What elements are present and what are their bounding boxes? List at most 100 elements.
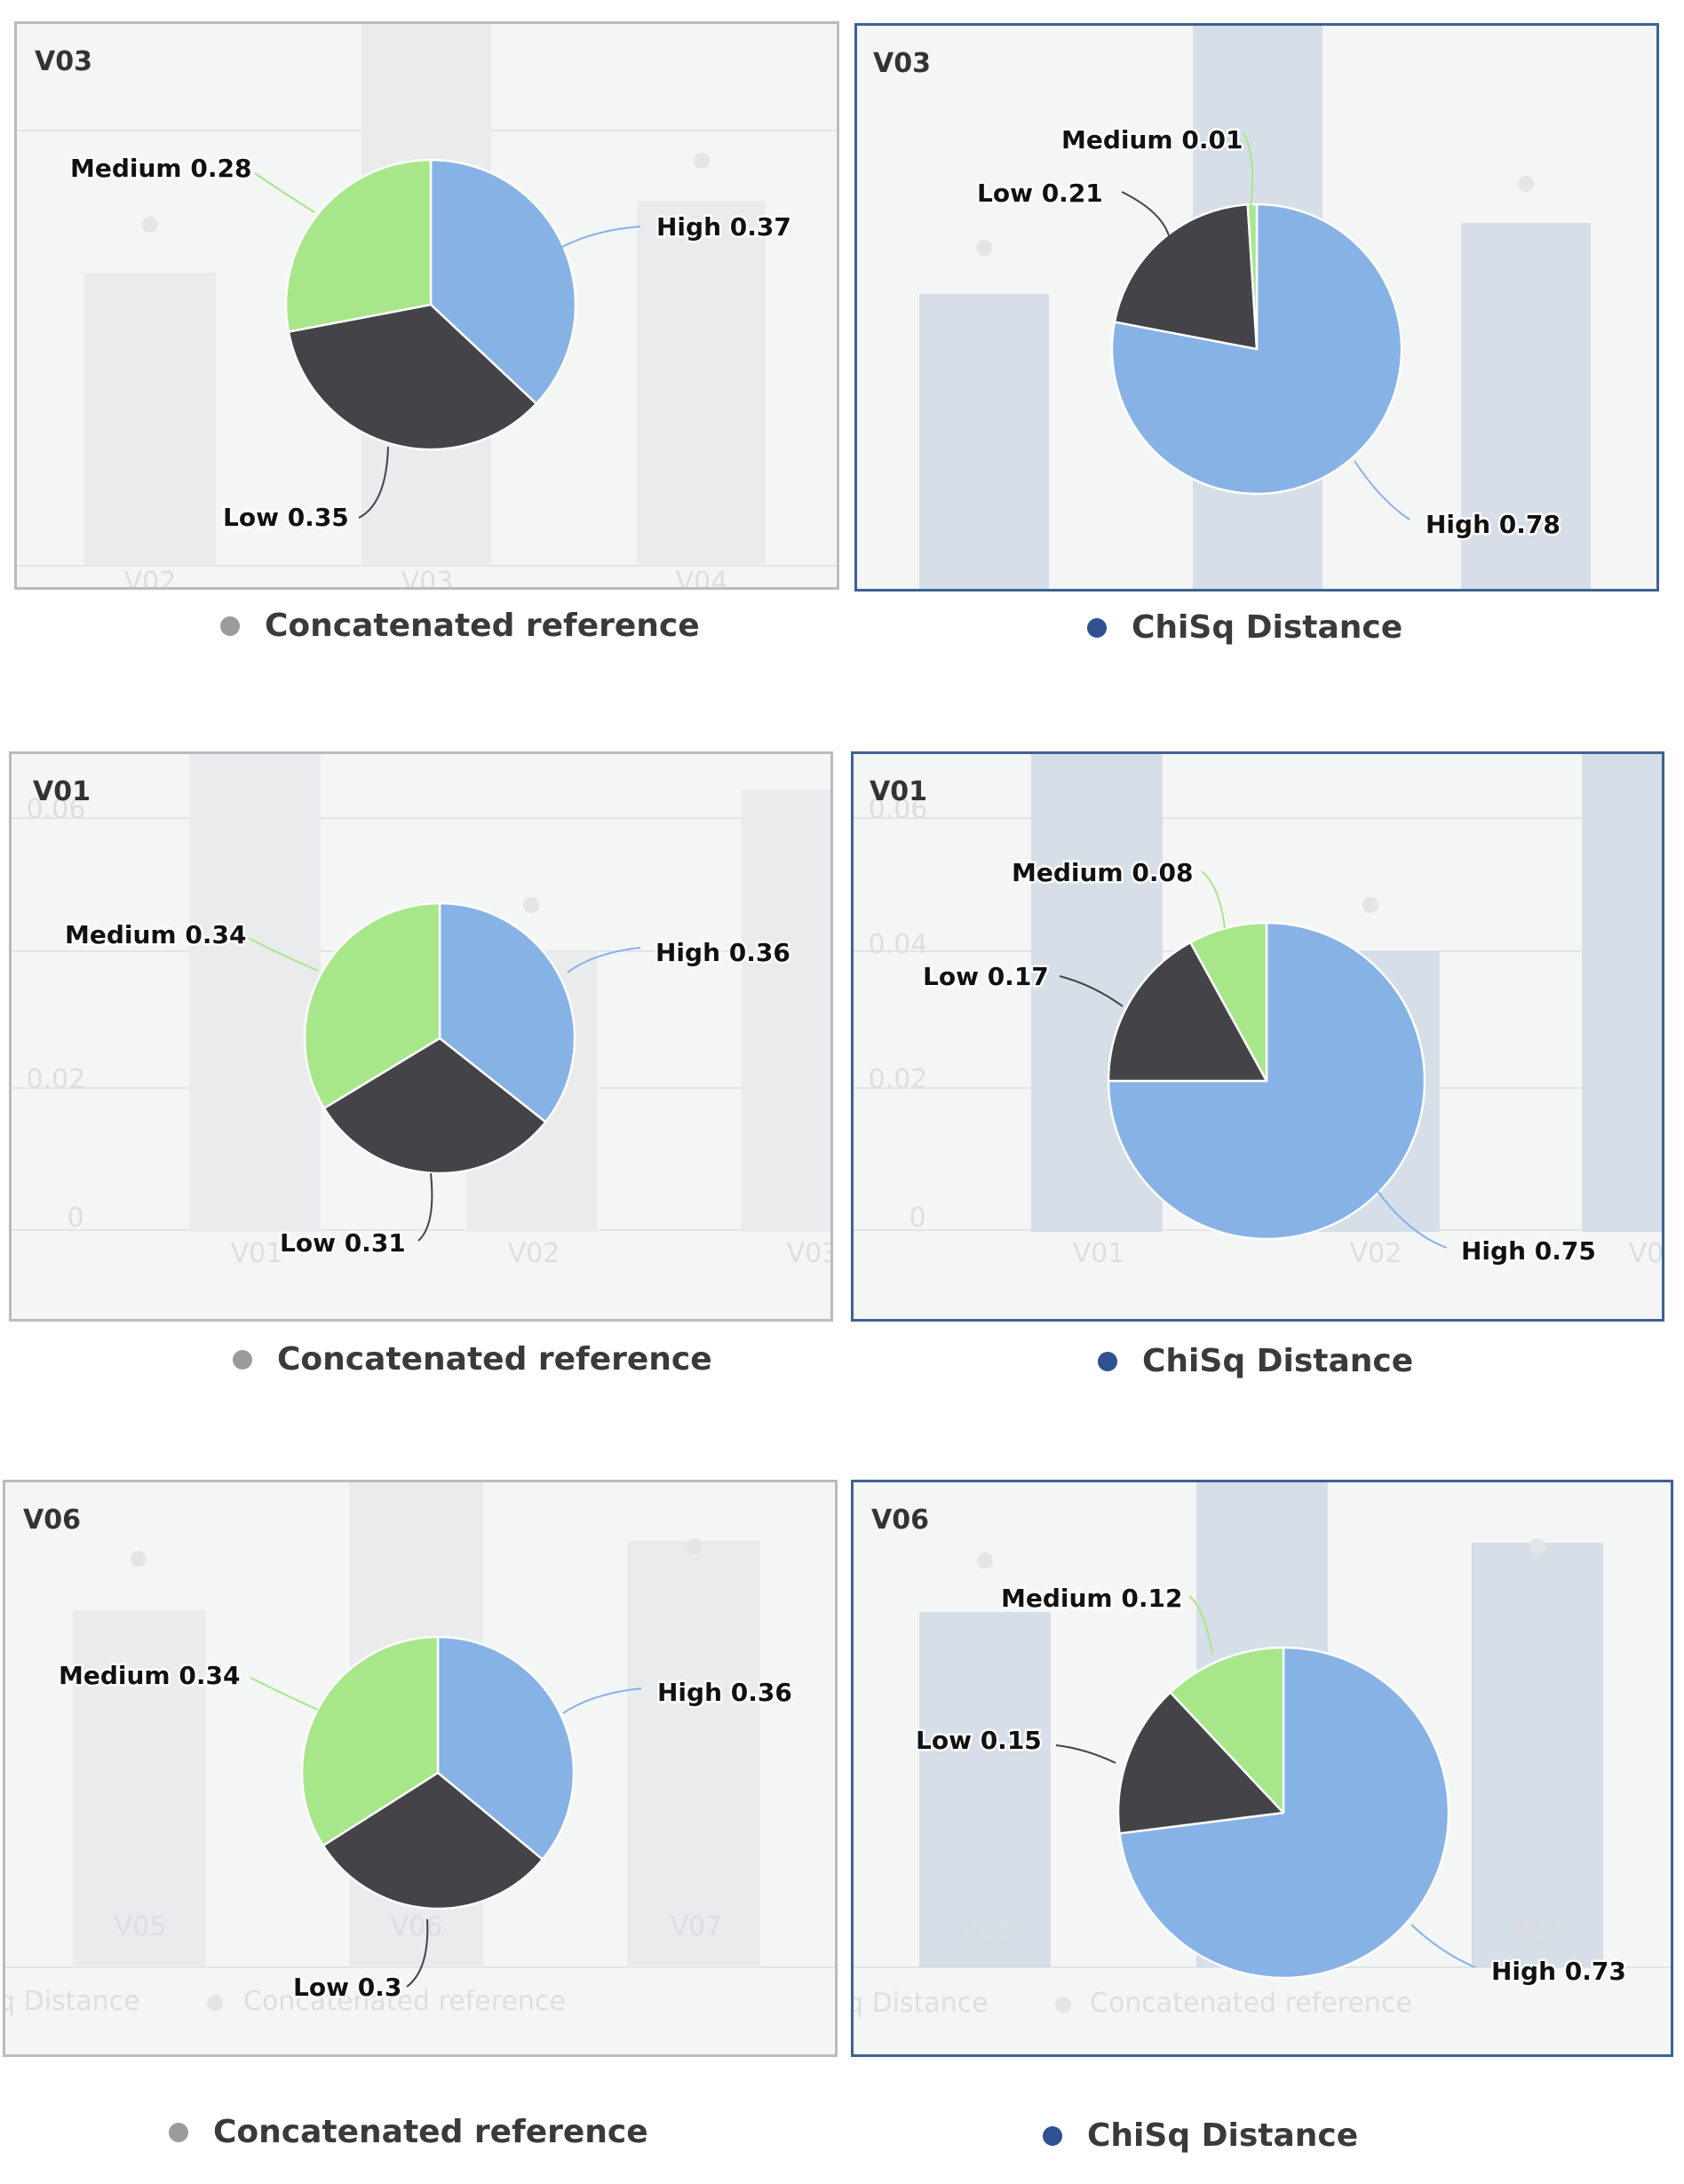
background-label: q Distance — [854, 1988, 989, 2019]
background-label: 0.02 — [869, 1064, 928, 1095]
pie-chart-panel-v01-distance: 0.06 0.04 0.02 0 V01 V02 V03 V01 High 0.75 Low 0.… — [851, 751, 1664, 1322]
legend-reference[interactable]: Concatenated reference — [169, 2114, 648, 2150]
pie-chart-svg: V02 V03 V04 V03 High 0.37 Low 0.35 Medium 0.28 — [17, 24, 837, 590]
pie-slice-high[interactable] — [438, 901, 576, 1124]
data-label-high: High 0.36 — [655, 938, 790, 967]
pie-slice-high[interactable] — [436, 1635, 576, 1861]
chart-title: V01 — [870, 776, 927, 807]
legend-distance[interactable]: ChiSq Distance — [1098, 1343, 1413, 1379]
legend-marker-icon — [1043, 2125, 1062, 2146]
legend-marker-icon — [1098, 1351, 1117, 1371]
legend-label: Concatenated reference — [265, 608, 700, 644]
background-label: V03 — [401, 567, 454, 590]
pie-chart-svg: 0.06 0.04 0.02 0 V01 V02 V03 V01 High 0.75 Low 0.… — [854, 754, 1664, 1269]
chart-title: V01 — [33, 776, 91, 807]
label-connector-high — [1377, 1190, 1448, 1249]
legend-marker-icon — [169, 2122, 188, 2142]
legend-marker-icon — [233, 1349, 252, 1370]
label-connector-medium — [250, 1677, 319, 1711]
label-connector-high — [562, 1688, 642, 1714]
legend-marker-icon — [1087, 617, 1107, 638]
background-label: V03 — [787, 1238, 833, 1269]
background-marker — [523, 897, 539, 913]
data-label-medium: Medium 0.34 — [59, 1661, 240, 1690]
pie-slice-medium[interactable] — [300, 1635, 440, 1847]
background-marker — [131, 1551, 147, 1567]
background-label: V02 — [124, 567, 177, 590]
background-marker — [977, 1553, 993, 1569]
data-label-high: High 0.37 — [656, 212, 791, 242]
label-connector-low — [1059, 975, 1124, 1007]
background-label: V02 — [508, 1238, 560, 1269]
background-marker — [976, 240, 992, 256]
label-connector-low — [406, 1918, 429, 1988]
data-label-medium: Medium 0.34 — [65, 920, 246, 949]
pie-slice-low[interactable] — [322, 1771, 544, 1910]
data-label-medium: Medium 0.08 — [1012, 858, 1193, 887]
chart-title: V03 — [35, 46, 92, 77]
pie-chart-panel-v03-distance: V03 High 0.78 Low 0.21 Medium 0.01 — [854, 23, 1659, 592]
background-label: 0.06 — [27, 794, 86, 825]
pie-slice-low[interactable] — [322, 1036, 547, 1175]
label-connector-low — [1121, 191, 1171, 240]
pie-slice-medium[interactable] — [303, 901, 441, 1109]
background-label: q Distance — [5, 1986, 140, 2017]
background-bar — [919, 294, 1049, 589]
background-bar — [1472, 1543, 1603, 1967]
legend-reference[interactable]: Concatenated reference — [220, 608, 700, 644]
label-connector-high — [560, 226, 641, 249]
data-label-medium: Medium 0.12 — [1001, 1584, 1182, 1613]
label-connector-low — [1055, 1744, 1116, 1764]
pie-chart-svg: V03 High 0.78 Low 0.21 Medium 0.01 — [873, 26, 1591, 589]
label-connector-medium — [1188, 1595, 1213, 1656]
background-label: 0.06 — [869, 794, 928, 825]
background-marker — [687, 1538, 703, 1554]
pie-slice-medium[interactable] — [1246, 203, 1259, 351]
label-connector-medium — [1243, 131, 1254, 208]
background-bar — [84, 273, 216, 566]
background-bar — [742, 790, 830, 1232]
legend-marker-icon — [220, 615, 240, 636]
background-bar — [637, 202, 766, 566]
data-label-high: High 0.75 — [1461, 1236, 1596, 1266]
chart-title: V03 — [873, 48, 931, 79]
background-marker — [694, 153, 710, 169]
background-bar — [627, 1541, 760, 1967]
legend-label: ChiSq Distance — [1132, 609, 1403, 646]
background-label: 0 — [67, 1203, 83, 1234]
background-label: V07 — [1512, 1915, 1564, 1946]
data-label-low: Low 0.21 — [977, 179, 1103, 208]
pie-slice-low[interactable] — [1116, 1691, 1285, 1835]
pie-slice-high[interactable] — [1110, 203, 1403, 496]
chart-title: V06 — [871, 1505, 929, 1536]
background-marker — [1518, 176, 1534, 192]
pie-slice-medium[interactable] — [284, 158, 433, 333]
pie-slice-low[interactable] — [1113, 203, 1259, 351]
pie-slice-medium[interactable] — [1169, 1646, 1285, 1815]
legend-distance[interactable]: ChiSq Distance — [1087, 609, 1402, 646]
pie-chart-panel-v03-reference: V02 V03 V04 V03 High 0.37 Low 0.35 Medium 0.28 — [14, 21, 839, 590]
background-marker — [1362, 897, 1378, 913]
background-label: V05 — [115, 1911, 167, 1942]
data-label-low: Low 0.3 — [293, 1973, 401, 2002]
background-label: V04 — [676, 567, 728, 590]
legend-label: Concatenated reference — [277, 1341, 712, 1378]
data-label-low: Low 0.15 — [916, 1726, 1042, 1755]
data-label-low: Low 0.17 — [923, 962, 1049, 991]
background-label: V05 — [961, 1915, 1013, 1946]
label-connector-medium — [1201, 870, 1226, 929]
data-label-low: Low 0.31 — [280, 1228, 406, 1258]
background-label: Concatenated reference — [243, 1986, 566, 2017]
pie-slice-medium[interactable] — [1189, 921, 1268, 1083]
background-bar — [919, 1612, 1051, 1967]
legend-distance[interactable]: ChiSq Distance — [1043, 2117, 1358, 2154]
pie-chart-svg: 0.06 0.02 0 V01 V02 V03 V01 High 0.36 Low 0.31 Me… — [12, 754, 833, 1269]
background-label: V03 — [1629, 1238, 1664, 1269]
pie-slice-low[interactable] — [287, 303, 538, 451]
pie-slice-low[interactable] — [1107, 941, 1268, 1083]
background-bar — [1461, 223, 1591, 589]
pie-chart-panel-v01-reference: 0.06 0.02 0 V01 V02 V03 V01 High 0.36 Low 0.31 Me… — [9, 751, 833, 1322]
legend-reference[interactable]: Concatenated reference — [233, 1341, 712, 1378]
label-connector-high — [1410, 1924, 1476, 1968]
chart-title: V06 — [23, 1505, 81, 1536]
